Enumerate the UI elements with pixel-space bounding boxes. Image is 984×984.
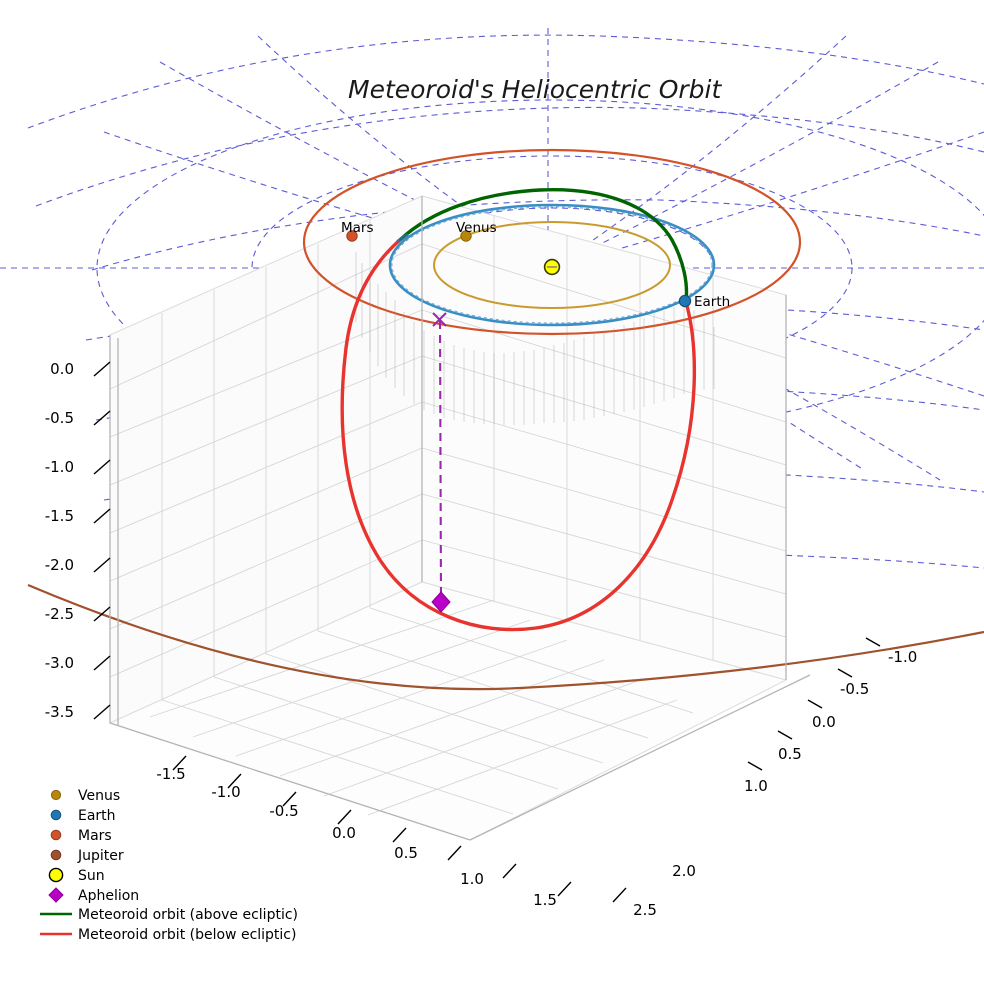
svg-text:1.5: 1.5 [533,891,557,909]
svg-text:0.0: 0.0 [332,824,356,842]
orbit-mars [302,148,802,336]
meteoroid-stem-lines [355,252,715,425]
svg-text:-1.0: -1.0 [45,458,74,476]
orbit-earth-inner-dash [391,206,713,324]
legend-label: Venus [78,788,120,804]
earth-label: Earth [694,294,730,310]
legend: Venus Earth Mars Jupiter Sun Aphelion Me… [40,788,298,943]
legend-item-orbit-above[interactable]: Meteoroid orbit (above ecliptic) [40,907,298,923]
svg-text:1.0: 1.0 [744,777,768,795]
svg-text:-0.5: -0.5 [840,680,869,698]
x-axis-ticks [172,755,627,903]
y-axis-ticks [747,637,881,771]
svg-text:-2.5: -2.5 [45,605,74,623]
earth-marker [678,294,692,308]
svg-text:-1.5: -1.5 [45,507,74,525]
legend-item-sun[interactable]: Sun [48,867,105,884]
svg-text:0.0: 0.0 [812,713,836,731]
legend-label: Meteoroid orbit (below ecliptic) [78,927,296,943]
svg-text:-1.5: -1.5 [156,765,185,783]
legend-item-jupiter[interactable]: Jupiter [50,848,124,864]
page-title: Meteoroid's Heliocentric Orbit [348,75,722,104]
legend-label: Jupiter [77,848,124,864]
mars-label: Mars [341,220,374,236]
svg-text:-2.0: -2.0 [45,556,74,574]
svg-text:-1.0: -1.0 [211,783,240,801]
meteoroid-orbit-above [399,187,689,303]
svg-text:0.5: 0.5 [778,745,802,763]
legend-item-earth[interactable]: Earth [50,808,116,824]
legend-item-aphelion[interactable]: Aphelion [48,887,139,904]
legend-item-orbit-below[interactable]: Meteoroid orbit (below ecliptic) [40,927,296,943]
svg-text:-1.0: -1.0 [888,648,917,666]
venus-label: Venus [456,220,497,236]
legend-label: Meteoroid orbit (above ecliptic) [78,907,298,923]
venus-marker [460,230,472,242]
legend-label: Mars [78,828,112,844]
legend-label: Sun [78,868,105,884]
orbit-earth [388,203,716,327]
earth-legend-icon [50,809,62,821]
svg-text:-0.5: -0.5 [45,409,74,427]
aphelion-marker [431,591,451,613]
floor-gridlines [149,599,694,816]
jupiter-legend-icon [50,849,62,861]
orbit-jupiter [27,583,984,691]
meteoroid-orbit-below [340,237,697,632]
meteoroid-orbit-transition [396,233,409,243]
orbit-venus [433,221,671,309]
z-axis-ticklabels: 0.0 -0.5 -1.0 -1.5 -2.0 -2.5 -3.0 -3.5 [45,360,74,721]
legend-item-venus[interactable]: Venus [50,788,120,804]
svg-text:0.0: 0.0 [50,360,74,378]
aphelion-connector [438,320,443,601]
aphelion-legend-icon [48,887,64,903]
aphelion-projection-x-icon [432,312,447,327]
y-axis-ticklabels: -1.0 -0.5 0.0 0.5 1.0 [744,648,917,795]
svg-text:1.0: 1.0 [460,870,484,888]
x-axis-ticklabels: -1.5 -1.0 -0.5 0.0 0.5 1.0 1.5 2.0 2.5 [156,765,696,919]
svg-text:-3.5: -3.5 [45,703,74,721]
svg-text:2.0: 2.0 [672,862,696,880]
z-axis-ticks [93,361,111,720]
legend-label: Aphelion [78,888,139,904]
axis-spines [109,196,811,841]
mars-legend-icon [50,829,62,841]
legend-label: Earth [78,808,116,824]
svg-text:2.5: 2.5 [633,901,657,919]
venus-legend-icon [50,789,62,801]
sun-legend-icon [48,867,64,883]
svg-text:-0.5: -0.5 [269,802,298,820]
legend-item-mars[interactable]: Mars [50,828,112,844]
mars-marker [346,230,358,242]
svg-text:0.5: 0.5 [394,844,418,862]
svg-text:-3.0: -3.0 [45,654,74,672]
